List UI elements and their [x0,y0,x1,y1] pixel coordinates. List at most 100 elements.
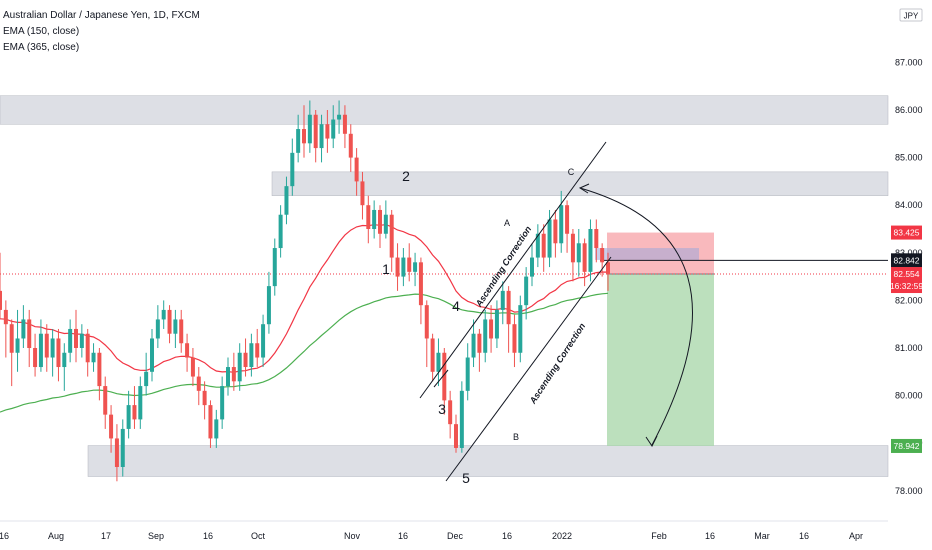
price-label-bg [891,279,922,294]
candle [530,243,534,287]
candle-body [389,214,394,258]
candle-body [541,233,546,258]
candle-body [120,428,125,467]
candle-body [261,324,266,358]
candle [459,381,464,453]
candle [436,338,441,387]
annotation-C: C [568,167,575,177]
candle [144,352,149,396]
target-zone [607,274,714,446]
projection-arc [579,187,693,446]
candle-body [290,152,295,187]
candle-body [395,257,400,277]
candle [378,205,382,249]
candle-body [243,352,248,368]
candle-body [559,205,564,244]
price-tick: 81.000 [895,343,923,353]
candle [190,348,195,387]
candle [56,328,61,382]
candle [150,328,154,382]
candle [570,229,575,282]
candle-body [155,319,160,339]
candle [524,267,529,320]
candle-body [185,343,190,358]
candle [489,305,494,353]
annotation-2: 2 [402,168,410,184]
candle-body [436,352,441,372]
candle-body [278,214,283,249]
candle-body [179,319,184,344]
candle [167,305,172,344]
channel-label: Ascending Correction [527,321,587,407]
zone-0 [0,95,889,125]
candle [68,319,73,363]
candle [500,281,505,325]
time-tick: Sep [148,531,164,541]
time-tick: 16 [502,531,512,541]
candle-body [383,214,388,234]
candle [38,319,43,372]
candle-body [196,376,201,391]
candle-body [74,328,78,348]
candle-body [378,209,382,234]
candle-body [366,205,371,229]
chart-title: Australian Dollar / Japanese Yen, 1D, FX… [3,10,200,21]
candle-body [407,257,412,272]
candle [296,114,301,163]
candle-body [255,343,260,358]
price-tick: 82.000 [895,295,923,305]
candle [155,305,160,348]
candle-body [302,129,306,144]
candle-body [418,262,423,306]
time-tick: 2022 [552,531,572,541]
candle-body [518,305,523,353]
candle-body [231,367,236,382]
time-tick: 16 [203,531,213,541]
candle [74,309,78,363]
price-label-bg [891,267,922,282]
candle-body [494,309,499,339]
price-label-text: 83.425 [894,228,920,238]
price-label-bg [891,225,922,240]
candle-body [489,319,494,339]
candle-body [190,357,195,377]
candle [226,357,230,396]
price-label-text: 78.942 [894,441,920,451]
candle-body [272,248,277,287]
time-tick: 16 [398,531,408,541]
candle-body [430,338,435,372]
candle-body [21,319,26,339]
time-tick: Oct [251,531,266,541]
price-label-text: 82.842 [894,255,920,265]
price-label-countdown: 16:32:59 [890,279,923,294]
candle-body [360,181,365,206]
time-tick: Dec [447,531,464,541]
candle [494,300,499,348]
candle [395,243,400,291]
candle-body [202,390,207,406]
price-label-text: 16:32:59 [890,281,923,291]
candle [138,376,143,429]
candle [302,105,306,158]
candle [565,200,570,253]
annotation-4: 4 [452,298,460,314]
candle-body [144,371,149,387]
price-tick: 83.000 [895,248,923,258]
candle-body [33,348,38,368]
candle-body [588,229,593,272]
candle-body [150,338,154,372]
candle [132,386,137,429]
candle [541,224,546,272]
candle-body [342,114,347,134]
candle [0,252,2,320]
candle-body [249,343,254,368]
candle [506,286,511,353]
candle-body [401,257,406,277]
candle [606,252,610,291]
candle-body [454,424,458,448]
candle [454,414,458,453]
candle-body [266,286,271,325]
candle [261,314,266,368]
candle-body [103,386,108,415]
